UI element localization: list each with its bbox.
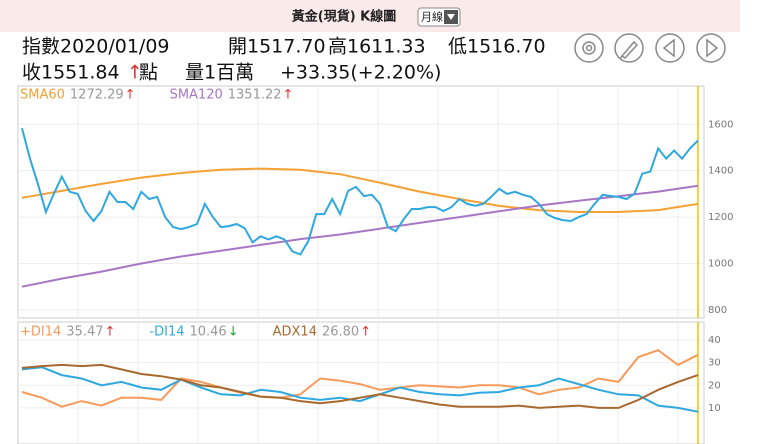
high: 高1611.33 (328, 36, 426, 58)
legend-value: 1351.22 (228, 88, 282, 103)
select-label[interactable]: 月線 (421, 10, 443, 24)
legend-arrow: ↑ (283, 88, 294, 103)
y-tick-label: 10 (708, 403, 721, 414)
y-tick-label: 40 (708, 335, 721, 346)
y-tick-label: 20 (708, 380, 721, 391)
y-tick-label: 1400 (708, 166, 733, 177)
series-line (21, 167, 699, 213)
next-button[interactable] (696, 33, 726, 63)
plot-frame (17, 321, 705, 444)
legend-arrow: ↑ (105, 325, 116, 340)
y-tick-label: 800 (708, 305, 727, 316)
legend-arrow: ↑ (125, 88, 136, 103)
draw-button[interactable] (614, 33, 644, 63)
series-line (21, 184, 699, 288)
legend-value: 26.80 (322, 325, 359, 340)
legend-name: ADX14 (273, 325, 317, 340)
close-unit: 點 (139, 62, 158, 84)
y-tick-label: 30 (708, 358, 721, 369)
y-tick-label: 1600 (708, 119, 733, 130)
open: 開1517.70 (228, 36, 326, 58)
legend-value: 35.47 (66, 325, 103, 340)
series-line (21, 366, 699, 413)
header-bar (0, 0, 740, 32)
legend-name: SMA60 (20, 88, 65, 103)
y-tick-label: 1000 (708, 258, 733, 269)
date: 指數2020/01/09 (22, 36, 170, 58)
legend-name: -DI14 (149, 325, 184, 340)
close: 收1551.84 (22, 62, 120, 84)
period-select[interactable]: 月線 (417, 7, 461, 27)
legend-name: +DI14 (20, 325, 61, 340)
legend-arrow: ↓ (228, 325, 239, 340)
legend-value: 1272.29 (70, 88, 124, 103)
close-arrow: ↑ (127, 62, 143, 84)
prev-button[interactable] (655, 33, 685, 63)
legend-arrow: ↑ (360, 325, 371, 340)
legend-value: 10.46 (189, 325, 226, 340)
y-tick-label: 1200 (708, 212, 733, 223)
page-title: 黃金(現貨) K線圖 (291, 9, 396, 25)
settings-button[interactable] (574, 33, 604, 63)
plot-frame (17, 85, 705, 319)
series-line (21, 363, 699, 409)
legend-name: SMA120 (170, 88, 223, 103)
series-line (21, 127, 699, 256)
low: 低1516.70 (448, 36, 546, 58)
series-line (21, 349, 699, 408)
change: +33.35(+2.20%) (280, 62, 441, 84)
select-arrow (447, 14, 455, 20)
volume: 量1百萬 (185, 62, 254, 84)
